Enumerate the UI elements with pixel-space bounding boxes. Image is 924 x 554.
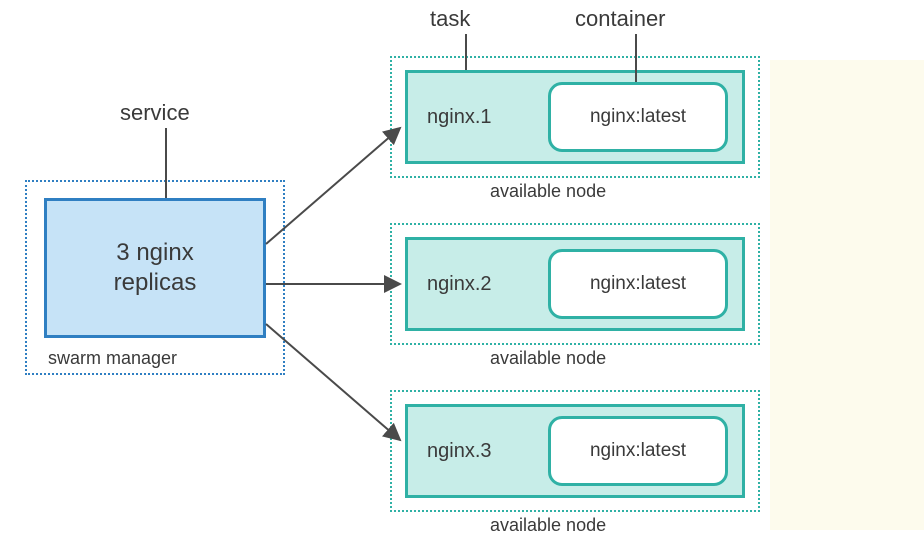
task-label-text: nginx.3 [427,440,492,463]
container-box: nginx:latest [548,416,728,486]
swarm-manager-label: swarm manager [48,348,248,372]
container-label: container [575,6,705,34]
service-line1: 3 nginx [116,239,193,266]
task-label-text: nginx.2 [427,273,492,296]
available-node-label: available node [490,348,670,370]
task-label: task [430,6,510,34]
service-box: 3 nginx replicas [44,198,266,338]
container-label-text: nginx:latest [590,440,686,462]
service-label: service [120,100,220,130]
background-tint [770,60,924,530]
container-label-text: nginx:latest [590,273,686,295]
task-label-text: nginx.1 [427,106,492,129]
container-label-text: nginx:latest [590,106,686,128]
container-box: nginx:latest [548,249,728,319]
service-box-text: 3 nginx replicas [114,238,197,298]
container-box: nginx:latest [548,82,728,152]
diagram-canvas: service task container 3 nginx replicas … [0,0,924,554]
service-line2: replicas [114,269,197,296]
available-node-label: available node [490,181,670,203]
available-node-label: available node [490,515,670,537]
